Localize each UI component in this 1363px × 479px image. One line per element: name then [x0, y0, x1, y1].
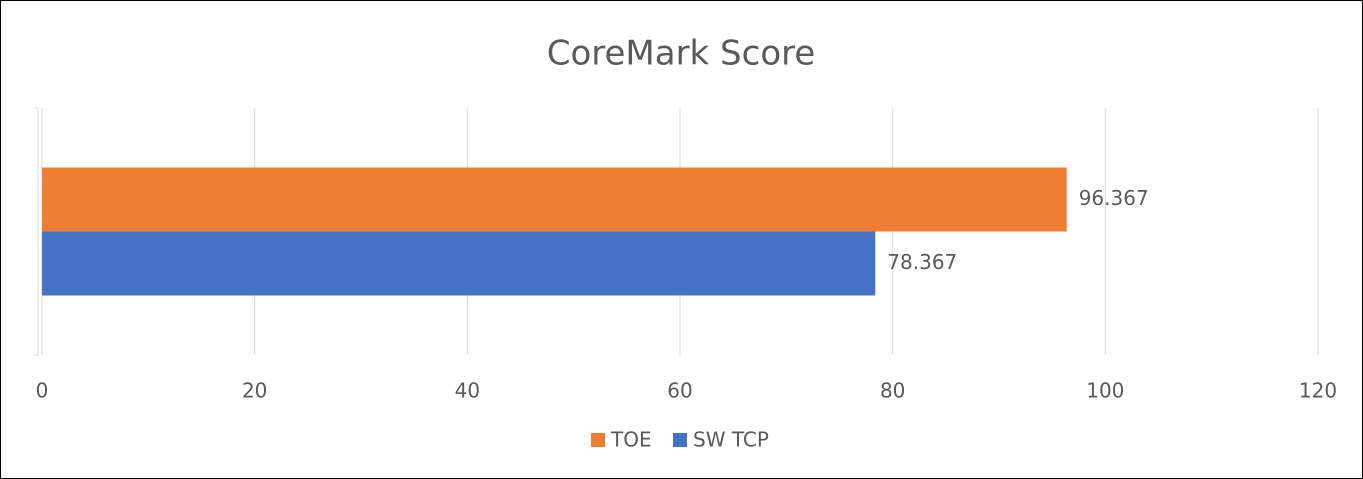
legend-label: SW TCP [693, 428, 769, 452]
x-tick-label: 20 [242, 379, 267, 403]
legend-label: TOE [610, 428, 652, 452]
legend-swatch [591, 433, 605, 447]
bar [42, 167, 1067, 232]
x-tick-label: 60 [667, 379, 692, 403]
x-tick-label: 0 [36, 379, 49, 403]
data-label: 78.367 [887, 250, 957, 274]
bar [42, 231, 876, 296]
x-tick-label: 40 [455, 379, 480, 403]
x-tick-label: 100 [1086, 379, 1124, 403]
data-label: 96.367 [1079, 186, 1149, 210]
legend-swatch [673, 433, 687, 447]
x-tick-label: 120 [1299, 379, 1337, 403]
chart-title: CoreMark Score [547, 34, 816, 74]
x-tick-label: 80 [880, 379, 905, 403]
